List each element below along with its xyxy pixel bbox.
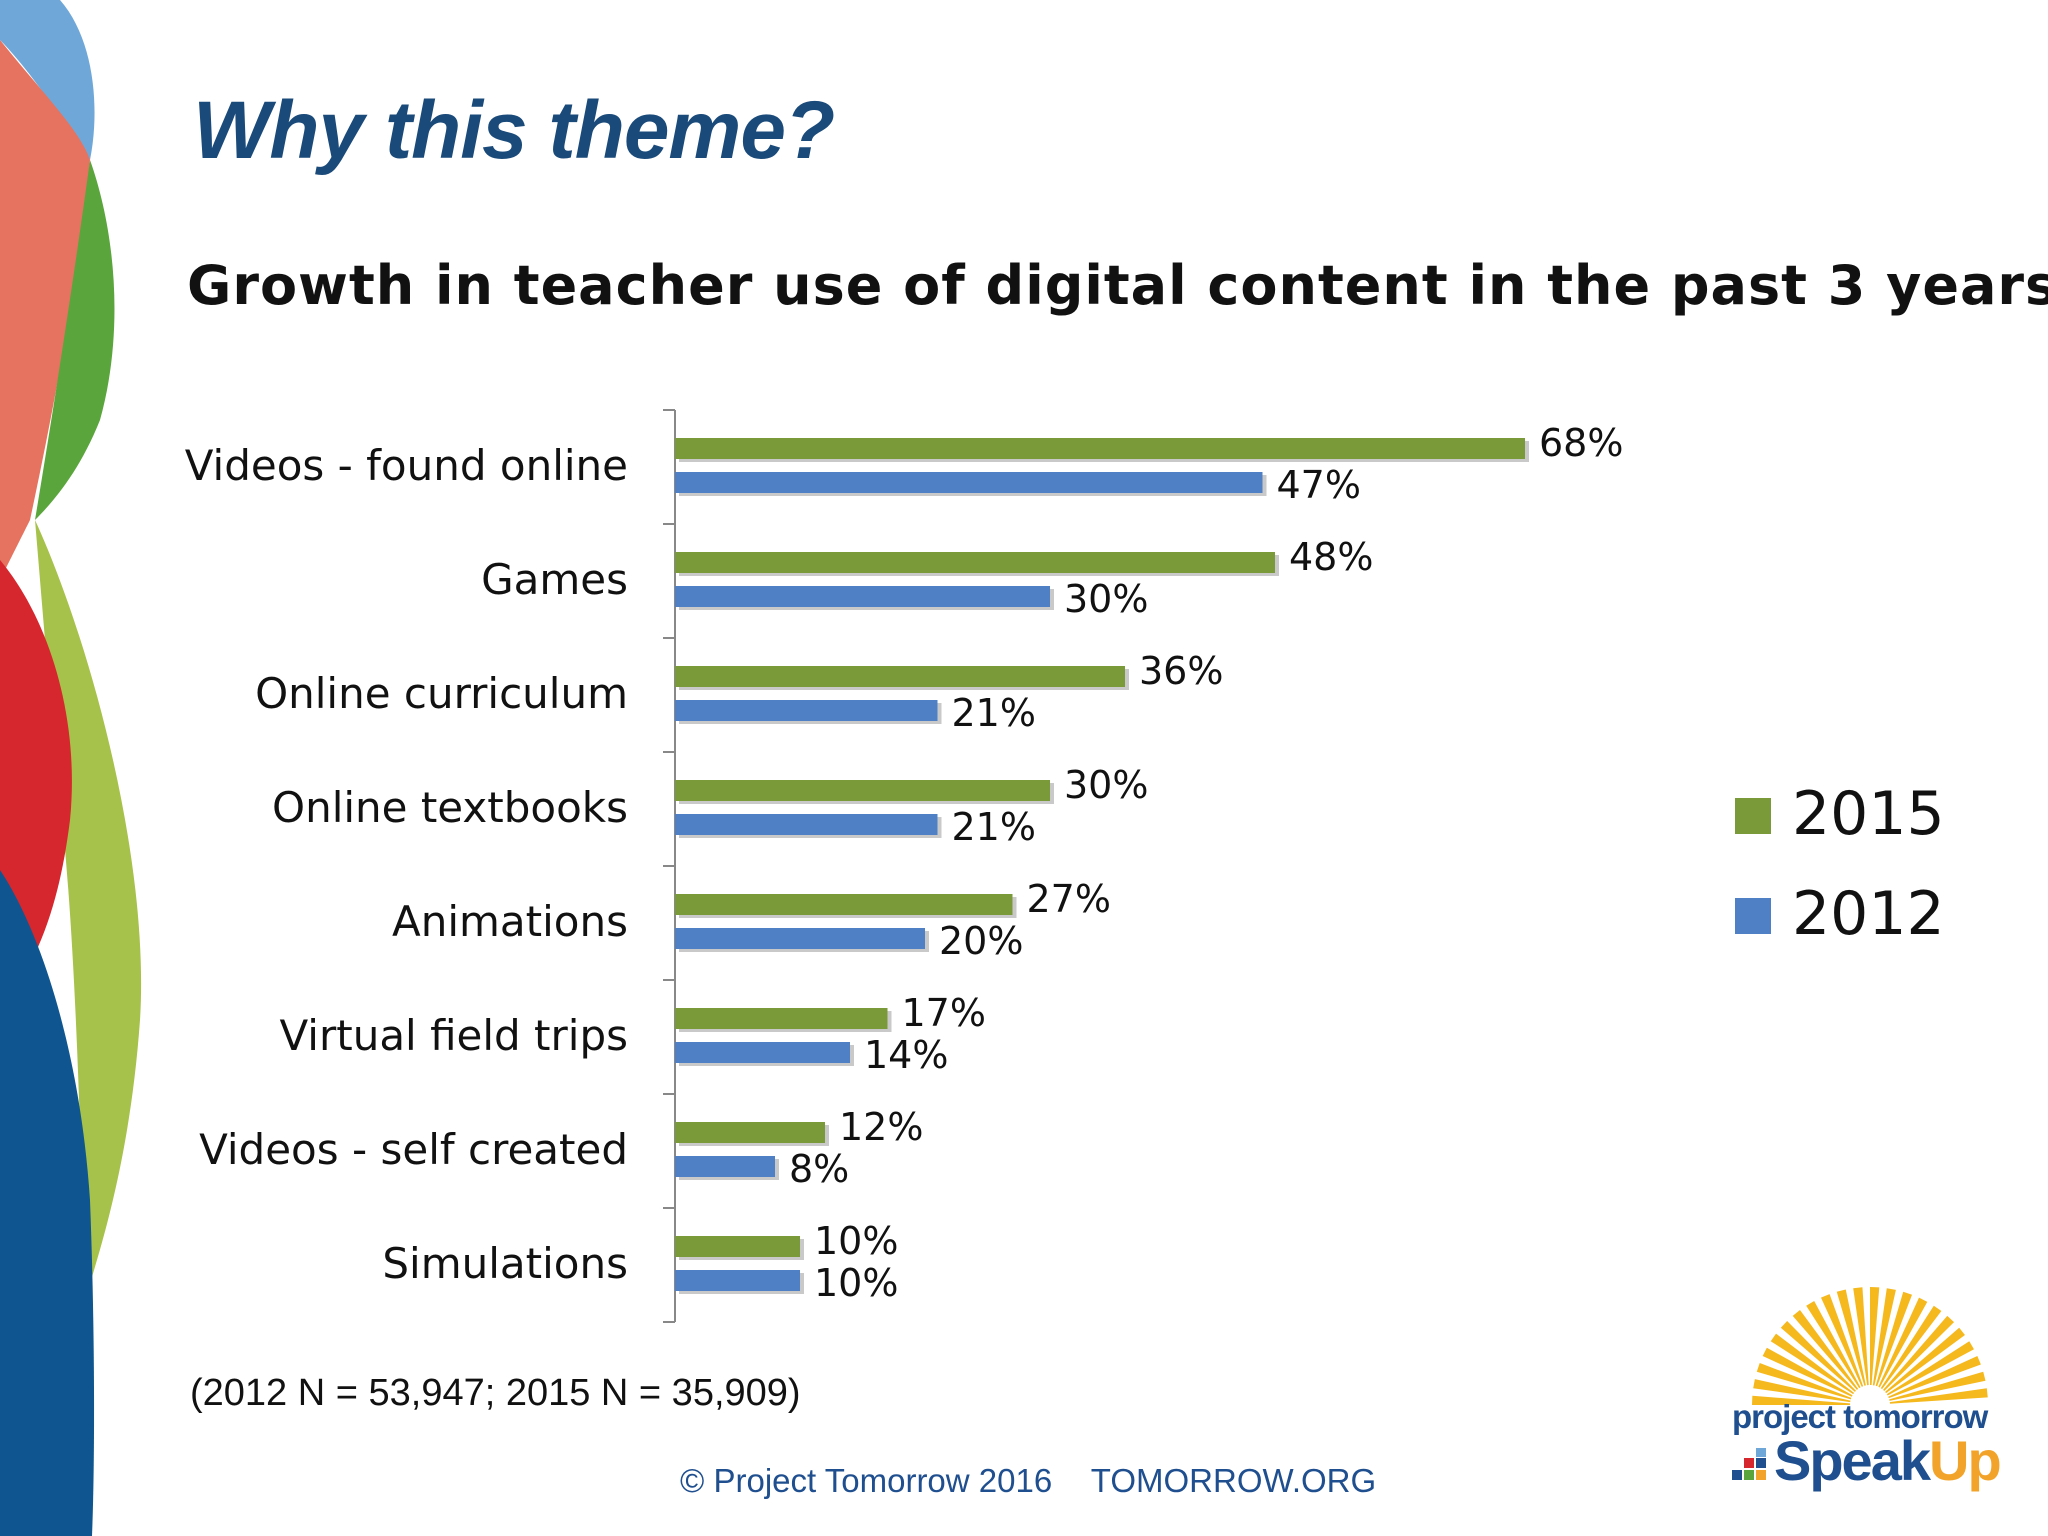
data-label-2012: 14%	[864, 1033, 948, 1077]
sun-ray	[1770, 1333, 1855, 1395]
category-label: Online curriculum	[255, 669, 628, 718]
bar-2015	[675, 780, 1050, 801]
bar-2012	[675, 814, 938, 835]
sun-ray	[1889, 1371, 1986, 1401]
category-label: Videos - found online	[185, 441, 628, 490]
data-label-2015: 12%	[839, 1105, 923, 1149]
sun-ray	[1888, 1355, 1981, 1399]
bar-2015	[675, 666, 1125, 687]
footer: © Project Tomorrow 2016 TOMORROW.ORG	[680, 1462, 1406, 1500]
sun-ray	[1883, 1315, 1955, 1391]
sun-ray	[1806, 1301, 1861, 1389]
bar-2015	[675, 1122, 825, 1143]
sun-ray	[1853, 1287, 1869, 1386]
legend-label-2012: 2012	[1792, 879, 1945, 949]
sun-ray	[1885, 1327, 1965, 1394]
bar-2015	[675, 1236, 800, 1257]
category-label: Videos - self created	[199, 1125, 628, 1174]
legend-swatch-2012	[1735, 898, 1771, 934]
project-tomorrow-speakup-logo: project tomorrow SpeakUp	[1720, 1280, 2020, 1500]
bar-2015	[675, 438, 1525, 459]
decorative-ribbons	[0, 0, 142, 1536]
bar-2015	[675, 894, 1013, 915]
sun-ray	[1836, 1289, 1866, 1386]
sun-ray	[1753, 1379, 1851, 1403]
bar-2015	[675, 552, 1275, 573]
data-label-2015: 48%	[1289, 535, 1373, 579]
category-label: Virtual field trips	[279, 1011, 628, 1060]
data-label-2015: 68%	[1539, 421, 1623, 465]
sun-ray	[1886, 1341, 1974, 1396]
category-label: Animations	[392, 897, 628, 946]
chart-title: Growth in teacher use of digital content…	[187, 254, 2048, 317]
bar-chart: Videos - found online 68% 47% Games 48% 30% On…	[185, 409, 1945, 1323]
sun-ray	[1870, 1287, 1880, 1386]
data-label-2015: 27%	[1027, 877, 1111, 921]
sun-ray	[1756, 1362, 1852, 1400]
colored-squares-icon	[1732, 1448, 1766, 1480]
sun-ray	[1820, 1294, 1864, 1387]
data-label-2015: 30%	[1064, 763, 1148, 807]
bar-2012	[675, 1270, 800, 1291]
slide-title: Why this theme?	[193, 85, 835, 176]
category-label: Online textbooks	[272, 783, 628, 832]
data-label-2012: 21%	[952, 691, 1036, 735]
logo-text-project-tomorrow: project tomorrow	[1732, 1398, 1988, 1435]
sun-ray	[1780, 1320, 1856, 1392]
footer-copyright: © Project Tomorrow 2016	[680, 1462, 1053, 1499]
bar-2015	[675, 1008, 888, 1029]
data-label-2012: 21%	[952, 805, 1036, 849]
sample-size-note: (2012 N = 53,947; 2015 N = 35,909)	[190, 1372, 801, 1414]
category-label: Simulations	[382, 1239, 628, 1288]
data-label-2012: 47%	[1277, 463, 1361, 507]
bar-2012	[675, 700, 938, 721]
sun-ray	[1875, 1291, 1913, 1387]
footer-website[interactable]: TOMORROW.ORG	[1090, 1462, 1377, 1499]
sun-ray	[1762, 1347, 1853, 1397]
sun-rays-icon	[1752, 1287, 1988, 1405]
legend-swatch-2015	[1735, 798, 1771, 834]
data-label-2012: 30%	[1064, 577, 1148, 621]
data-label-2012: 10%	[814, 1261, 898, 1305]
data-label-2015: 17%	[902, 991, 986, 1035]
sun-ray	[1792, 1310, 1859, 1390]
logo-speak: Speak	[1774, 1429, 1931, 1492]
sun-ray	[1752, 1395, 1851, 1405]
sun-ray	[1872, 1288, 1896, 1386]
data-label-2012: 20%	[939, 919, 1023, 963]
bar-2012	[675, 928, 925, 949]
category-label: Games	[481, 555, 628, 604]
data-label-2015: 36%	[1139, 649, 1223, 693]
bar-2012	[675, 586, 1050, 607]
bar-2012	[675, 472, 1263, 493]
bar-2012	[675, 1156, 775, 1177]
data-label-2015: 10%	[814, 1219, 898, 1263]
legend-label-2015: 2015	[1792, 779, 1945, 849]
logo-up: Up	[1929, 1429, 2002, 1492]
sun-ray	[1889, 1388, 1988, 1404]
sun-ray	[1880, 1305, 1942, 1390]
bar-2012	[675, 1042, 850, 1063]
data-label-2012: 8%	[789, 1147, 849, 1191]
logo-text-speakup: SpeakUp	[1774, 1428, 2002, 1493]
sun-ray	[1878, 1297, 1928, 1388]
